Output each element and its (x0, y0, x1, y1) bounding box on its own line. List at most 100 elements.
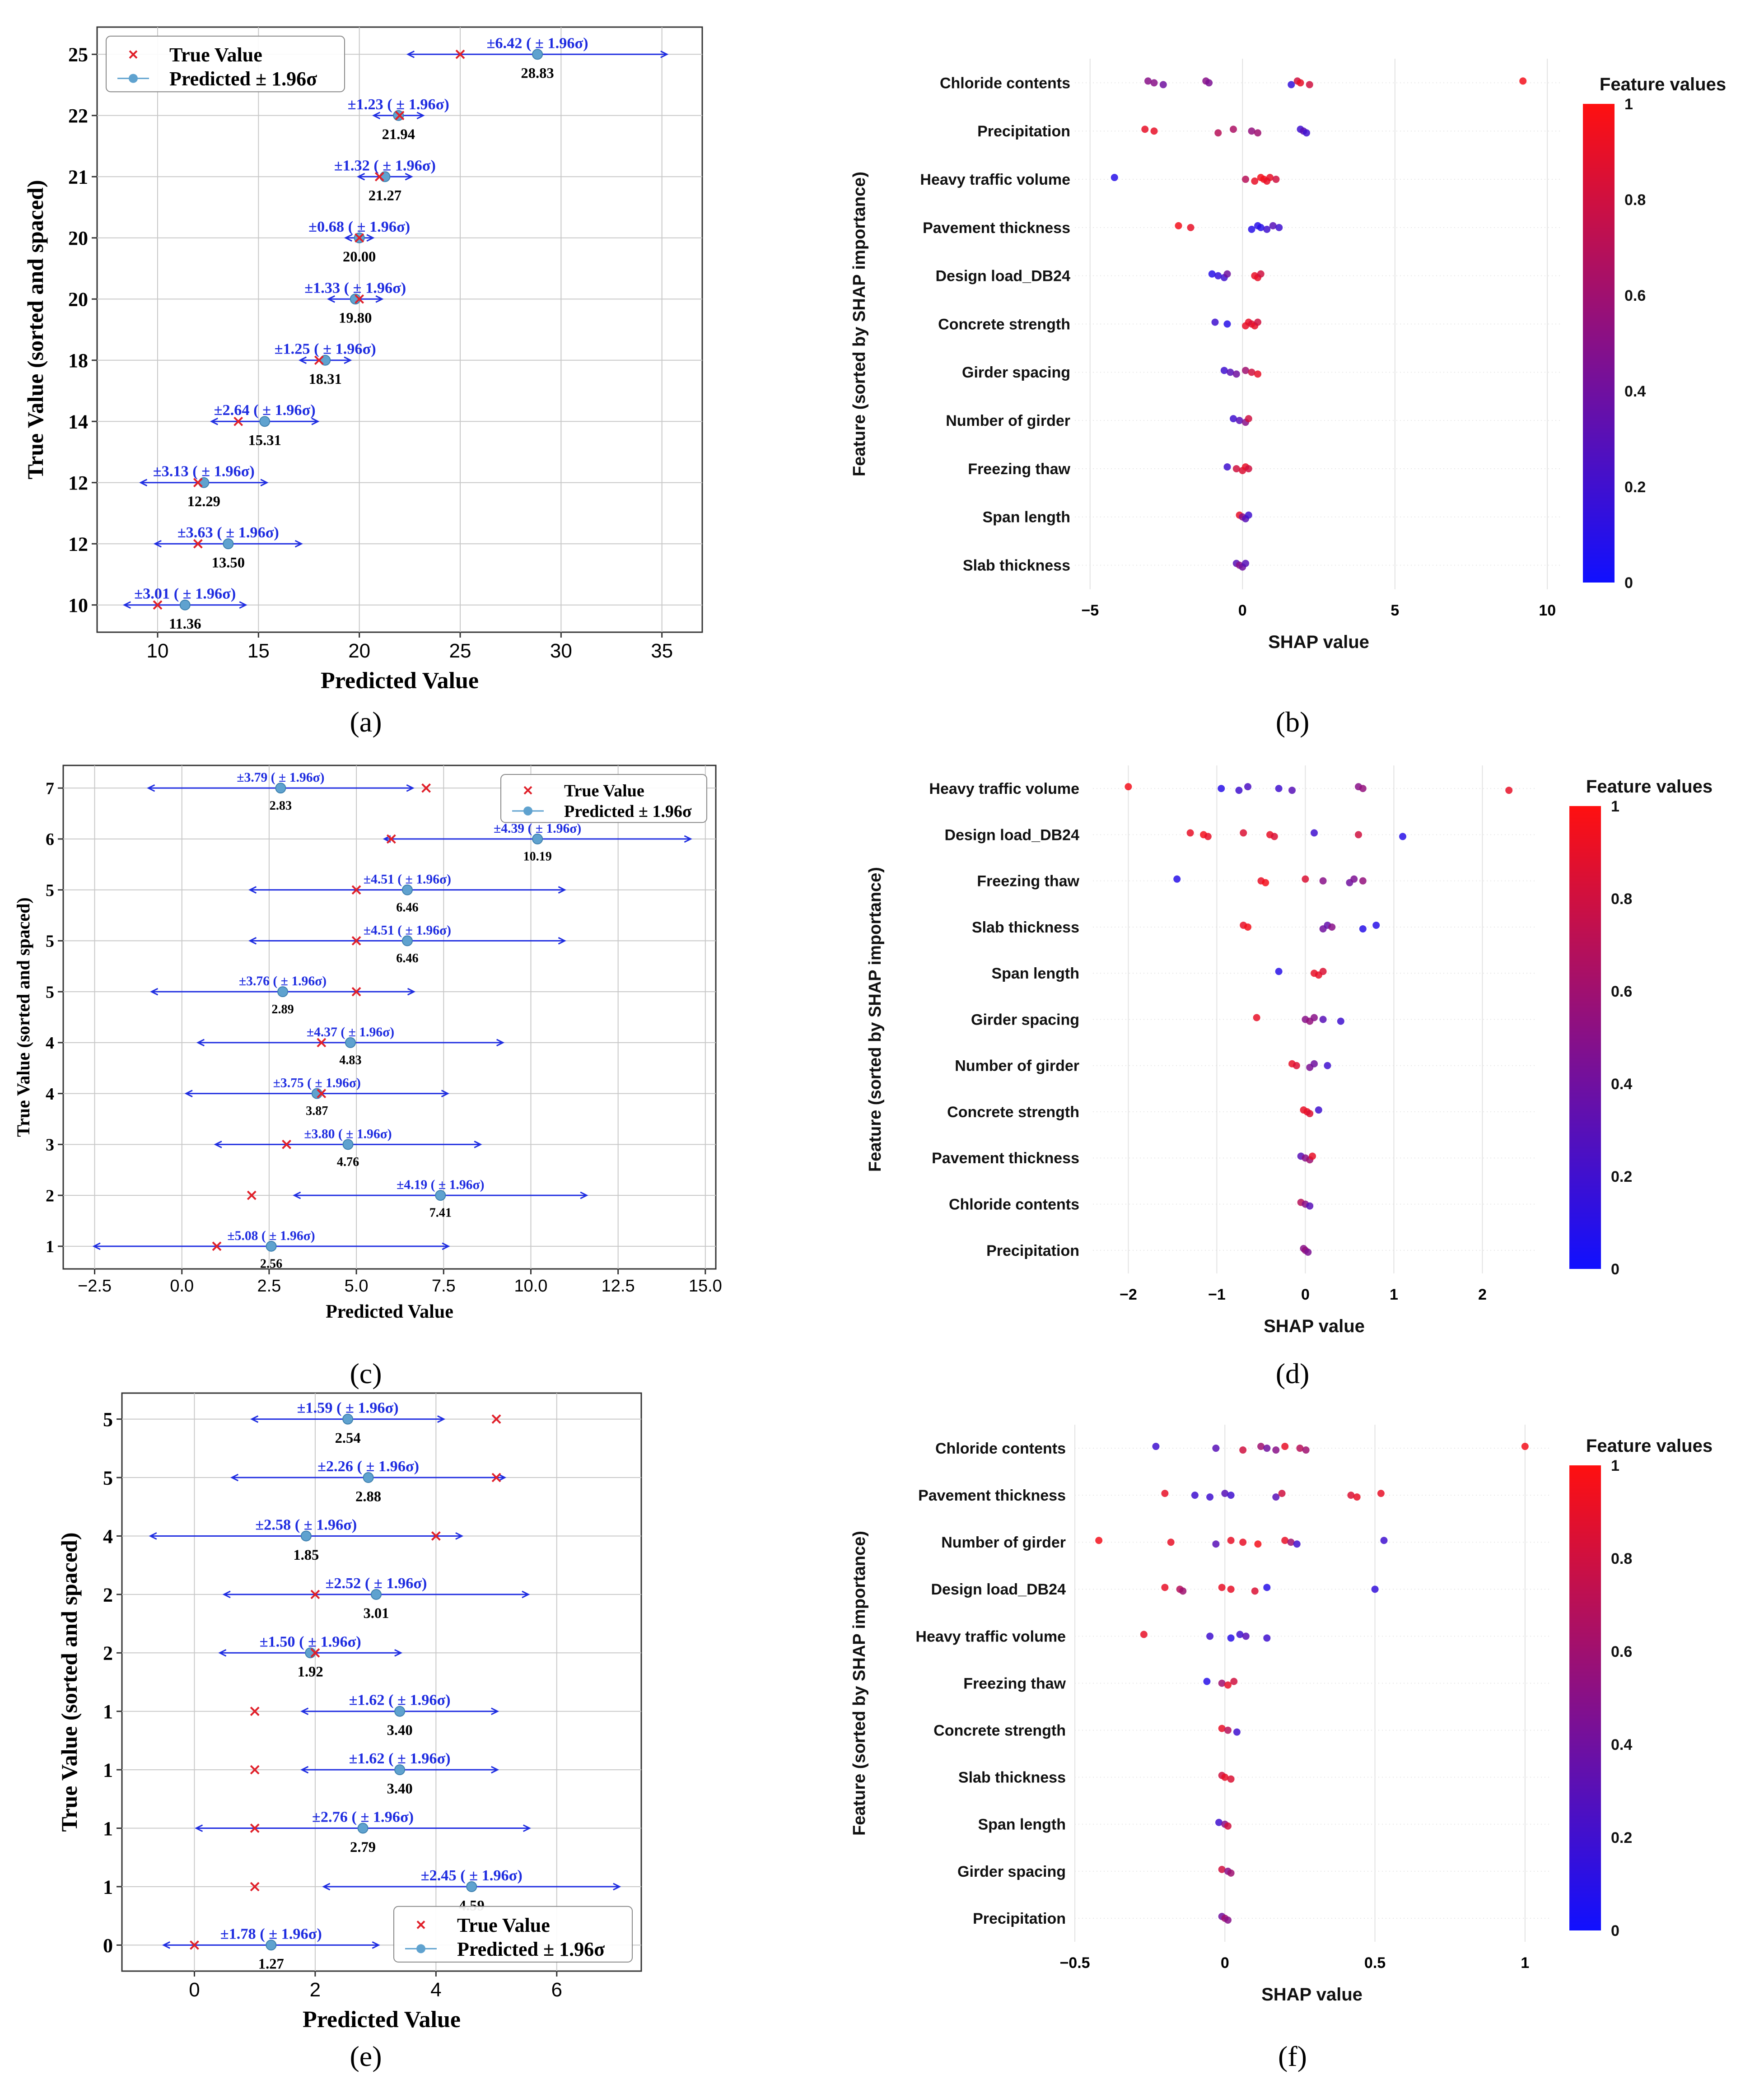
colorbar (1569, 1465, 1601, 1930)
shap-point (1399, 833, 1406, 840)
shap-point (1221, 1490, 1229, 1497)
shap-point (1257, 270, 1265, 278)
feature-label: Precipitation (973, 1910, 1066, 1927)
shap-point (1173, 875, 1181, 883)
feature-label: Concrete strength (947, 1104, 1079, 1121)
feature-label: Span length (978, 1816, 1066, 1833)
error-label: ±4.51 ( ± 1.96σ) (364, 872, 451, 887)
error-bar-left-arrow (214, 1141, 222, 1148)
error-bar-right-arrow (442, 1242, 450, 1250)
legend-true-label: True Value (564, 781, 644, 800)
shap-point (1204, 833, 1212, 840)
error-bar-right-arrow (366, 234, 375, 242)
shap-point (1223, 463, 1231, 471)
true-value-marker (193, 478, 203, 488)
shap-point (1272, 1493, 1280, 1501)
shap-point (1324, 1062, 1331, 1069)
feature-row-9: Span length (982, 509, 1563, 526)
error-bar-left-arrow (195, 1824, 203, 1832)
x-axis-label: Predicted Value (321, 668, 479, 694)
error-label: ±4.39 ( ± 1.96σ) (494, 821, 581, 836)
error-label: ±1.33 ( ± 1.96σ) (304, 279, 406, 296)
data-point-9: ±3.79 ( ± 1.96σ) 2.83 (147, 770, 431, 813)
feature-label: Girder spacing (962, 364, 1070, 381)
shap-point (1242, 1632, 1250, 1640)
true-value-marker (431, 1531, 441, 1541)
chart-d: −2 −1 0 1 2 Heavy traffic volume Design load_D… (866, 765, 1713, 1336)
predicted-value-label: 28.83 (521, 65, 554, 82)
feature-label: Design load_DB24 (935, 268, 1070, 285)
feature-label: Heavy traffic volume (929, 780, 1079, 797)
shap-point (1175, 222, 1182, 229)
feature-label: Design load_DB24 (944, 826, 1079, 844)
feature-label: Precipitation (977, 123, 1070, 140)
data-point-2: ±2.76 ( ± 1.96σ) 2.79 (195, 1809, 531, 1856)
error-label: ±4.37 ( ± 1.96σ) (307, 1025, 394, 1040)
colorbar-tick-label: 0.2 (1611, 1168, 1632, 1185)
true-value-marker (455, 49, 465, 59)
error-bar-left-arrow (406, 50, 415, 58)
shap-point (1302, 1446, 1310, 1454)
shap-point (1254, 370, 1261, 378)
feature-row-1: Precipitation (977, 123, 1563, 140)
shap-point (1218, 1679, 1226, 1687)
shap-point (1191, 1492, 1199, 1499)
predicted-value-label: 1.27 (258, 1956, 284, 1972)
error-bar-right-arrow (613, 1883, 621, 1891)
y-tick-label: 1 (103, 1876, 113, 1898)
feature-row-6: Girder spacing (962, 364, 1563, 381)
x-tick-label: 2 (1478, 1286, 1487, 1303)
error-bar-left-arrow (300, 1707, 309, 1716)
y-tick-label: 12 (68, 472, 88, 494)
error-bar-right-arrow (260, 479, 269, 487)
colorbar-tick-label: 0.6 (1624, 287, 1646, 304)
predicted-marker (342, 1139, 354, 1150)
feature-label: Chloride contents (935, 1440, 1066, 1457)
legend-pred-marker (129, 74, 138, 83)
shap-point (1275, 785, 1283, 793)
shap-point (1288, 787, 1296, 794)
predicted-marker (370, 1589, 382, 1600)
y-tick-label: 1 (103, 1759, 113, 1781)
shap-point (1359, 785, 1367, 793)
colorbar-tick-label: 0.2 (1611, 1829, 1632, 1846)
feature-row-7: Number of girder (946, 412, 1563, 429)
y-tick-label: 5 (46, 881, 54, 900)
error-label: ±3.01 ( ± 1.96σ) (134, 585, 236, 602)
predicted-value-label: 2.56 (260, 1257, 282, 1271)
shap-point (1230, 1678, 1238, 1685)
shap-point (1253, 1014, 1260, 1021)
shap-point (1227, 1634, 1235, 1642)
predicted-value-label: 1.85 (293, 1547, 319, 1563)
feature-row-6: Number of girder (955, 1058, 1535, 1075)
true-value-marker (351, 936, 361, 946)
error-label: ±3.63 ( ± 1.96σ) (177, 524, 279, 541)
error-bar-left-arrow (139, 479, 148, 487)
y-tick-label: 5 (103, 1467, 113, 1489)
legend-true-label: True Value (169, 44, 262, 66)
predicted-value-label: 3.40 (387, 1781, 413, 1797)
data-point-3: ±2.64 ( ± 1.96σ) 15.31 (210, 401, 320, 449)
x-tick-label: 7.5 (432, 1277, 456, 1296)
error-label: ±4.51 ( ± 1.96σ) (364, 923, 451, 937)
feature-row-4: Design load_DB24 (935, 268, 1563, 285)
feature-label: Girder spacing (971, 1011, 1079, 1028)
shap-point (1505, 787, 1513, 794)
colorbar-tick-label: 0.4 (1624, 383, 1646, 400)
error-bar-left-arrow (210, 417, 218, 425)
data-point-4: ±4.37 ( ± 1.96σ) 4.83 (196, 1025, 504, 1068)
error-bar-right-arrow (558, 886, 566, 894)
shap-point (1262, 879, 1269, 886)
predicted-value-label: 2.89 (271, 1002, 294, 1016)
x-tick-label: 0 (1221, 1954, 1229, 1972)
x-tick-label: 30 (550, 640, 572, 662)
shap-point (1095, 1537, 1103, 1544)
predicted-value-label: 21.94 (382, 126, 415, 143)
shap-point (1244, 783, 1251, 791)
error-bar-left-arrow (162, 1941, 170, 1949)
shap-point (1359, 877, 1367, 885)
feature-row-3: Slab thickness (972, 919, 1535, 936)
colorbar-tick-label: 0.4 (1611, 1076, 1632, 1093)
data-point-0: ±5.08 ( ± 1.96σ) 2.56 (92, 1229, 450, 1271)
